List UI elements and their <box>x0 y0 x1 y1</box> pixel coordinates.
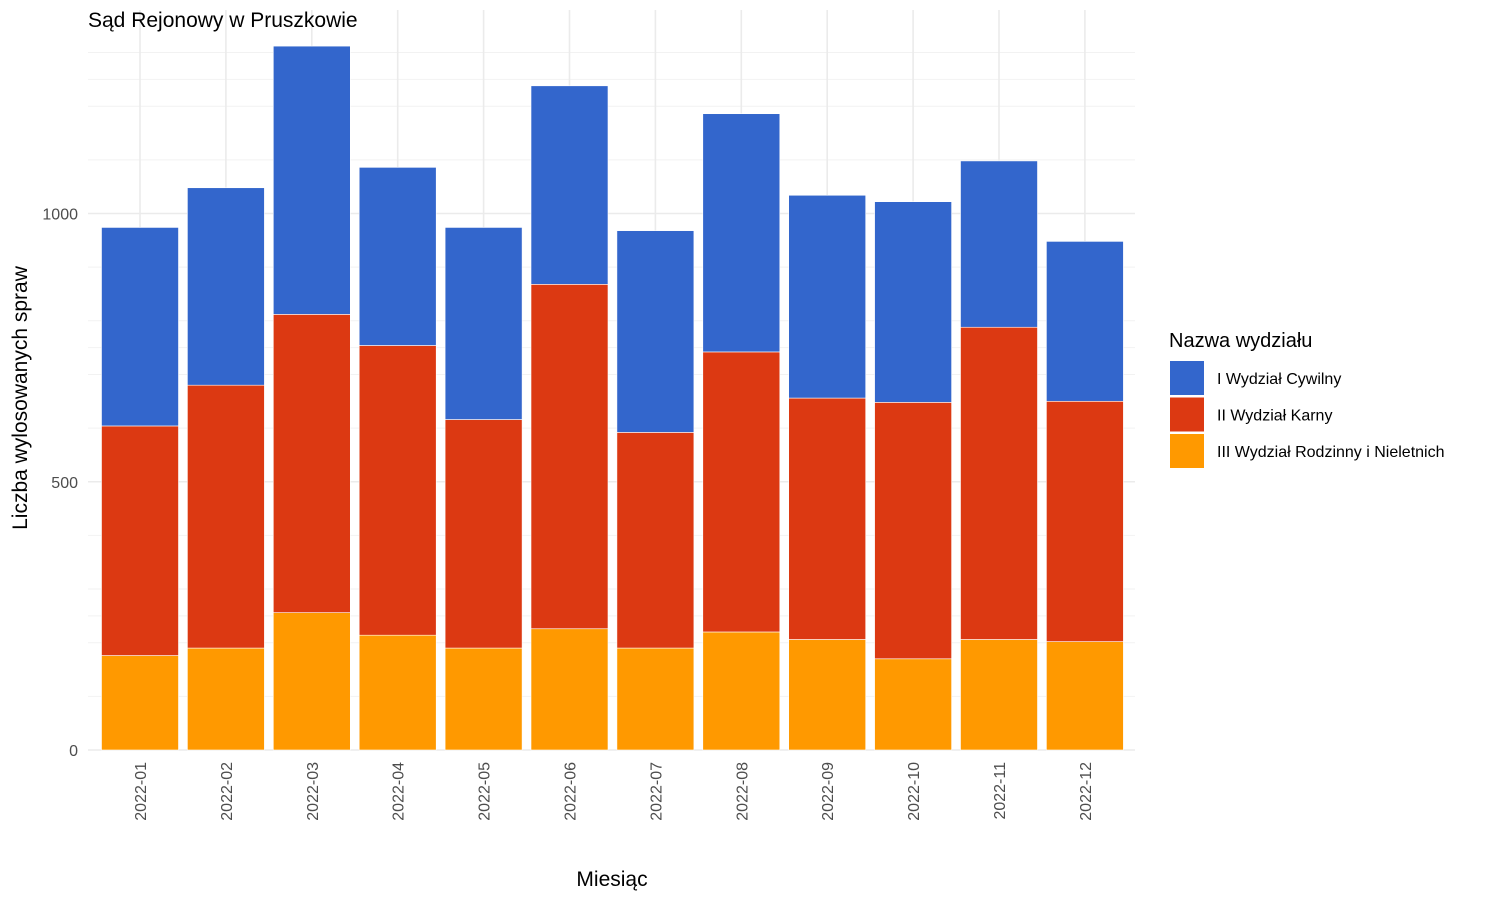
bar-segment-2022-03-2 <box>272 314 351 613</box>
bar-segment-2022-01-1 <box>101 227 179 427</box>
legend-swatch <box>1170 434 1204 468</box>
x-tick-label: 2022-02 <box>219 762 236 821</box>
bar-segment-2022-10-2 <box>874 402 952 660</box>
legend-swatch <box>1170 397 1204 432</box>
bar-segment-2022-03-3 <box>272 612 351 751</box>
bar-segment-2022-05-3 <box>444 647 523 751</box>
chart-title: Sąd Rejonowy w Pruszkowie <box>88 9 358 32</box>
bar-segment-2022-06-2 <box>530 284 609 630</box>
x-tick-label: 2022-07 <box>648 762 665 821</box>
bar-stack-2022-08 <box>702 113 781 751</box>
legend: Nazwa wydziału I Wydział Cywilny II Wydzi… <box>1169 330 1445 468</box>
bar-segment-2022-03-1 <box>272 45 351 315</box>
bar-segment-2022-04-3 <box>358 634 437 751</box>
legend-swatch <box>1170 361 1204 395</box>
bar-segment-2022-04-2 <box>358 345 437 636</box>
legend-items: I Wydział Cywilny II Wydział Karny III Wyd… <box>1170 361 1445 468</box>
bar-segment-2022-08-2 <box>702 351 781 633</box>
bar-segment-2022-06-3 <box>530 628 609 751</box>
bar-stack-2022-12 <box>1046 241 1124 751</box>
x-axis-title: Miesiąc <box>576 868 647 891</box>
bar-stack-2022-10 <box>874 201 952 751</box>
bar-segment-2022-05-2 <box>444 419 523 649</box>
y-tick-label: 1000 <box>42 207 78 224</box>
bar-segment-2022-11-3 <box>960 639 1038 751</box>
bar-segment-2022-08-1 <box>702 113 781 353</box>
bar-segment-2022-07-3 <box>616 647 695 751</box>
bar-segment-2022-11-1 <box>960 160 1038 328</box>
x-tick-label: 2022-01 <box>133 762 150 821</box>
bar-segment-2022-12-3 <box>1046 641 1124 751</box>
bar-segment-2022-07-2 <box>616 432 695 649</box>
y-axis-title: Liczba wylosowanych spraw <box>9 265 32 530</box>
x-tick-label: 2022-09 <box>820 762 837 821</box>
bar-stack-2022-06 <box>530 85 609 751</box>
bar-stack-2022-01 <box>101 227 179 751</box>
bars <box>101 45 1124 751</box>
bar-segment-2022-12-1 <box>1046 241 1124 402</box>
bar-stack-2022-04 <box>358 167 437 751</box>
y-tick-label: 500 <box>51 475 78 492</box>
bar-stack-2022-02 <box>187 187 265 751</box>
y-tick-label: 0 <box>69 743 78 760</box>
bar-segment-2022-05-1 <box>444 227 523 420</box>
x-tick-label: 2022-11 <box>992 762 1009 820</box>
bar-stack-2022-07 <box>616 230 695 751</box>
bar-segment-2022-06-1 <box>530 85 609 285</box>
legend-label: I Wydział Cywilny <box>1217 371 1341 388</box>
bar-stack-2022-05 <box>444 227 523 751</box>
bar-segment-2022-01-2 <box>101 425 179 656</box>
x-tick-label: 2022-05 <box>477 762 494 821</box>
legend-title: Nazwa wydziału <box>1169 330 1312 352</box>
bar-segment-2022-10-3 <box>874 658 952 751</box>
bar-segment-2022-09-3 <box>788 639 867 751</box>
bar-segment-2022-07-1 <box>616 230 695 433</box>
x-axis-ticks: 2022-01 2022-02 2022-03 2022-04 2022-05 2022-… <box>133 762 1095 821</box>
x-tick-label: 2022-03 <box>305 762 322 821</box>
bar-segment-2022-11-2 <box>960 326 1038 640</box>
bar-segment-2022-08-3 <box>702 631 781 751</box>
legend-label: III Wydział Rodzinny i Nieletnich <box>1217 444 1445 461</box>
y-axis-ticks: 0 500 1000 <box>42 207 78 761</box>
bar-stack-2022-03 <box>272 45 351 751</box>
bar-segment-2022-09-2 <box>788 397 867 640</box>
bar-segment-2022-09-1 <box>788 194 867 399</box>
x-tick-label: 2022-04 <box>391 762 408 821</box>
bar-segment-2022-01-3 <box>101 655 179 751</box>
bar-segment-2022-02-2 <box>187 384 265 649</box>
bar-segment-2022-12-2 <box>1046 400 1124 642</box>
x-tick-label: 2022-08 <box>734 762 751 821</box>
bar-segment-2022-04-1 <box>358 167 437 346</box>
bar-segment-2022-02-3 <box>187 647 265 751</box>
legend-label: II Wydział Karny <box>1217 408 1332 425</box>
bar-stack-2022-11 <box>960 160 1038 751</box>
x-tick-label: 2022-10 <box>906 762 923 821</box>
bar-stack-2022-09 <box>788 194 867 751</box>
x-tick-label: 2022-06 <box>563 762 580 821</box>
bar-segment-2022-10-1 <box>874 201 952 403</box>
bar-segment-2022-02-1 <box>187 187 265 386</box>
x-tick-label: 2022-12 <box>1078 762 1095 821</box>
